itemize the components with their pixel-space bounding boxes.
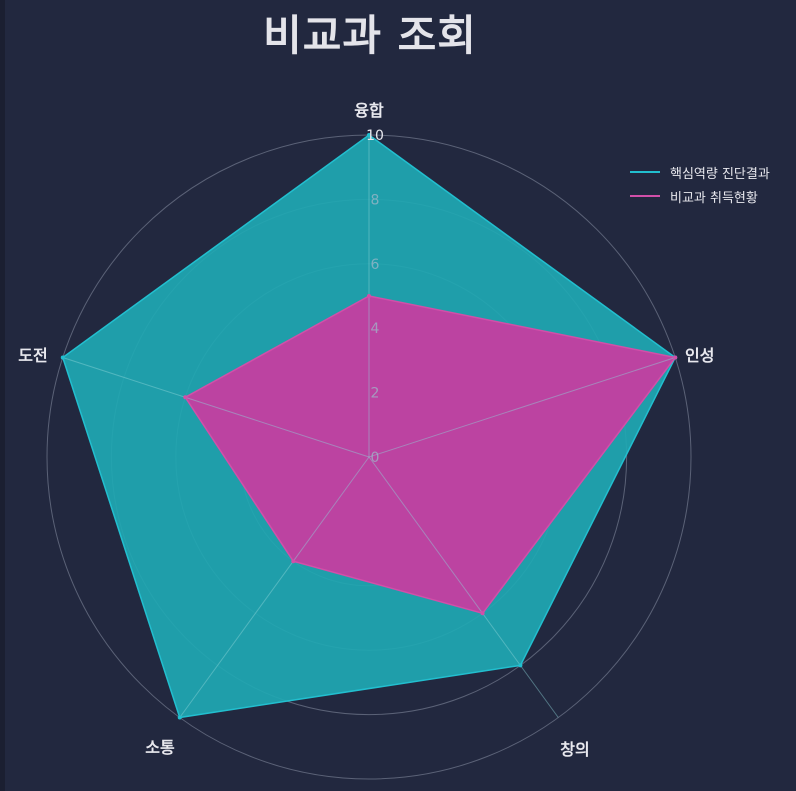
legend-swatch-series-2 (630, 195, 660, 197)
axis-label: 인성 (685, 346, 714, 365)
legend-label-series-2: 비교과 취득현황 (670, 190, 758, 206)
axis-spoke (368, 357, 676, 458)
tick-label: 0 (371, 450, 380, 466)
legend: 핵심역량 진단결과 비교과 취득현황 (630, 160, 770, 208)
series-2-point (183, 395, 188, 400)
series-area-2 (184, 295, 677, 615)
tick-label: 10 (366, 128, 384, 144)
legend-swatch-series-1 (630, 171, 660, 173)
tick-label: 4 (371, 321, 380, 337)
series-1-point (177, 715, 182, 720)
legend-item-series-2[interactable]: 비교과 취득현황 (630, 184, 770, 208)
axis-label: 창의 (560, 740, 589, 759)
series-1-point (367, 133, 371, 137)
left-border-strip (0, 0, 5, 791)
series-2-point (673, 355, 678, 360)
axis-spoke (62, 357, 370, 458)
tick-label: 6 (371, 257, 380, 273)
chart-title: 비교과 조회 (263, 11, 477, 60)
tick-label: 8 (371, 192, 380, 208)
axis-label: 융합 (354, 101, 384, 120)
series-2-point (291, 559, 296, 564)
series-1-point (518, 663, 523, 668)
tick-label: 2 (371, 386, 380, 402)
series-1-point (60, 355, 65, 360)
axis-label: 도전 (18, 346, 47, 365)
legend-label-series-1: 핵심역량 진단결과 (670, 166, 770, 182)
series-2-point (367, 294, 371, 298)
axis-spoke (368, 456, 559, 718)
axis-label: 소통 (145, 738, 175, 757)
axis-spoke (179, 456, 370, 718)
series-2-point (480, 611, 485, 616)
legend-item-series-1[interactable]: 핵심역량 진단결과 (630, 160, 770, 184)
